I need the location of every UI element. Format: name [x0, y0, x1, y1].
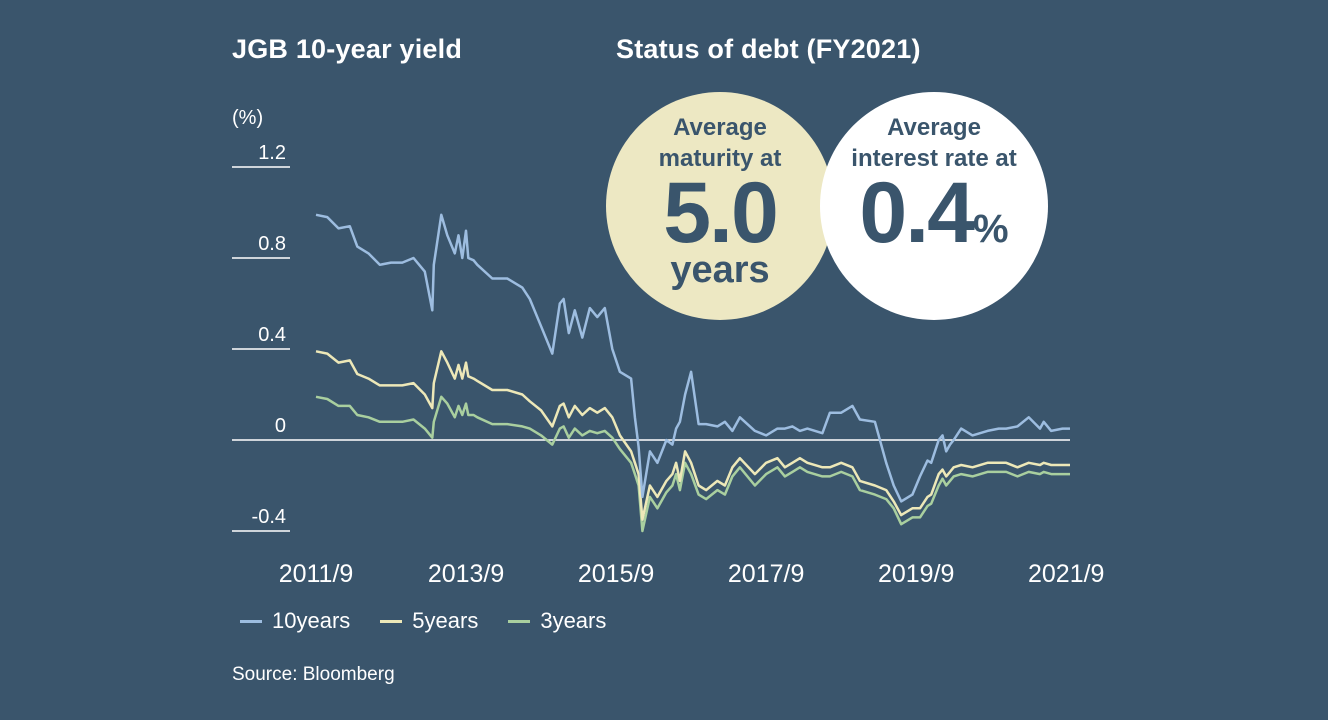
- chart-legend: 10years 5years 3years: [240, 608, 636, 634]
- legend-item-10years: 10years: [240, 608, 350, 634]
- series-line-5years: [315, 350, 1070, 521]
- y-tick-label: 0.4: [258, 324, 286, 346]
- x-tick-label: 2015/9: [578, 560, 654, 588]
- x-tick-label: 2017/9: [728, 560, 804, 588]
- interest-unit: %: [972, 207, 1009, 251]
- legend-item-3years: 3years: [508, 608, 606, 634]
- x-tick-label: 2019/9: [878, 560, 954, 588]
- series-line-3years: [315, 395, 1070, 533]
- maturity-value: 5.0: [663, 165, 779, 261]
- average-maturity-badge: Average maturity at 5.0 years: [606, 92, 834, 320]
- maturity-label: Average maturity at: [659, 112, 782, 174]
- y-tick-label: 1.2: [258, 142, 286, 164]
- interest-value: 0.4: [859, 165, 975, 261]
- legend-swatch-5years: [380, 619, 403, 623]
- y-tick-label: 0: [275, 415, 286, 437]
- x-tick-label: 2011/9: [279, 560, 354, 588]
- legend-item-5years: 5years: [380, 608, 478, 634]
- interest-value-wrap: 0.4%: [859, 170, 1009, 268]
- legend-label-5years: 5years: [412, 608, 479, 633]
- x-tick-labels: 2011/9 2013/9 2015/9 2017/9 2019/9 2021/9: [279, 560, 1105, 588]
- legend-label-10years: 10years: [272, 608, 351, 633]
- y-grid: [232, 166, 290, 532]
- legend-label-3years: 3years: [540, 608, 607, 633]
- y-axis-unit: (%): [232, 107, 263, 129]
- maturity-label-line2: maturity at: [658, 145, 782, 172]
- maturity-label-line1: Average: [673, 114, 767, 141]
- y-tick-label: -0.4: [252, 506, 286, 528]
- interest-label-line2: interest rate at: [851, 145, 1017, 172]
- legend-swatch-10years: [240, 619, 262, 623]
- maturity-unit: years: [670, 249, 770, 291]
- y-tick-labels: 1.2 0.8 0.4 0 -0.4: [252, 142, 286, 528]
- interest-label-line1: Average: [887, 114, 981, 141]
- source-note: Source: Bloomberg: [232, 664, 395, 685]
- panel-title: Status of debt (FY2021): [616, 34, 921, 64]
- chart-title: JGB 10-year yield: [232, 34, 463, 64]
- interest-label: Average interest rate at: [851, 112, 1016, 174]
- y-tick-label: 0.8: [258, 233, 286, 255]
- x-tick-label: 2021/9: [1028, 560, 1104, 588]
- series-lines: [315, 213, 1070, 533]
- legend-swatch-3years: [508, 619, 531, 623]
- average-interest-badge: Average interest rate at 0.4%: [820, 92, 1048, 320]
- x-tick-label: 2013/9: [428, 560, 504, 588]
- series-line-10years: [315, 213, 1070, 503]
